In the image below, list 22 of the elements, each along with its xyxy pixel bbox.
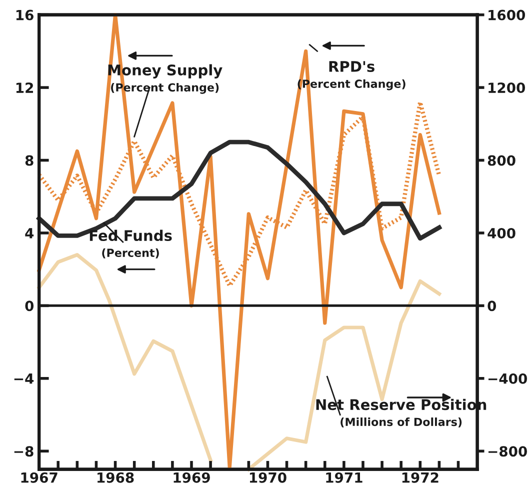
x-tick-label: 1970	[250, 472, 286, 483]
x-tick-label: 1971	[326, 472, 362, 483]
x-tick-label: 1968	[98, 472, 134, 483]
y-tick-label: 0	[25, 300, 34, 312]
y-tick-label: 8	[25, 155, 34, 166]
y-tick-label: 4	[25, 228, 34, 238]
y2-tick-label: 0	[488, 300, 496, 312]
x-tick-label: 1972	[402, 472, 438, 483]
x-tick-label: 1969	[174, 472, 210, 483]
y2-tick-label: −400	[488, 373, 527, 384]
y-tick-label: −8	[14, 446, 34, 457]
y-tick-label: 16	[16, 10, 34, 20]
y-tick-label: −4	[14, 374, 34, 384]
y2-tick-label: −800	[488, 446, 527, 457]
x-tick-label: 1967	[21, 472, 58, 483]
y2-tick-label: 800	[488, 155, 516, 166]
series-label: Fed Funds (Percent)	[90, 230, 172, 258]
y-tick-label: 12	[16, 82, 34, 93]
line-series	[36, 140, 442, 241]
y2-tick-label: 1600	[488, 10, 526, 20]
y2-tick-label: 1200	[488, 82, 526, 94]
y2-tick-label: 400	[488, 228, 516, 238]
